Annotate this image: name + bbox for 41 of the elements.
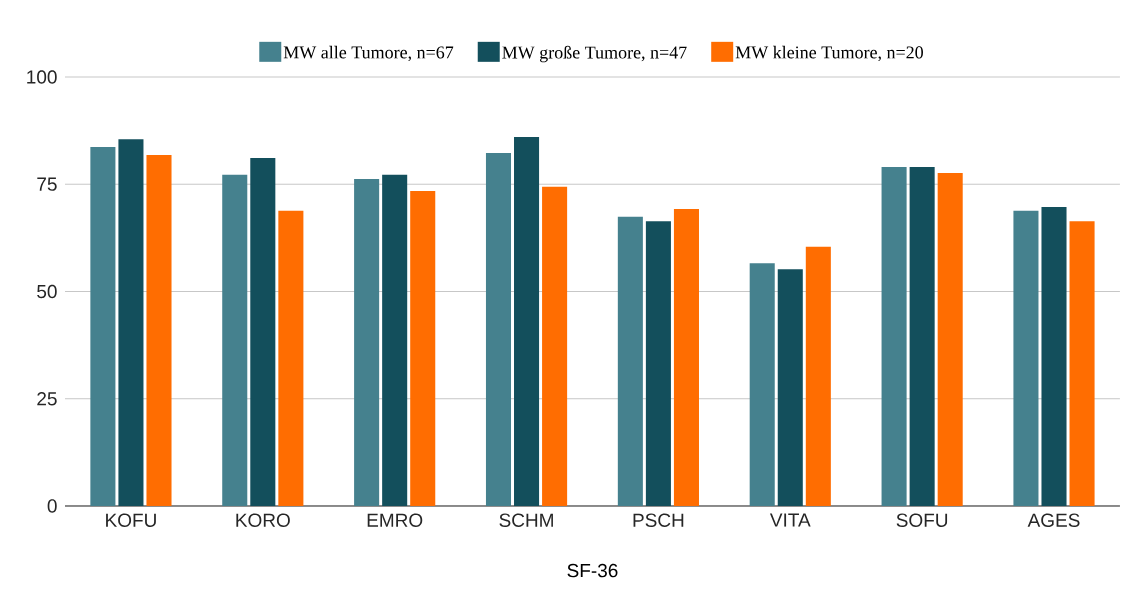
x-tick-label: SCHM	[499, 513, 553, 527]
bar	[542, 186, 568, 506]
bar	[250, 158, 276, 506]
bar	[909, 167, 935, 506]
bar	[673, 209, 699, 506]
y-tick-label: 25	[37, 392, 57, 406]
bar	[90, 146, 116, 506]
bar	[354, 179, 380, 506]
bar	[1069, 221, 1095, 506]
y-tick-label: 100	[27, 70, 57, 84]
bar	[514, 137, 540, 506]
x-tick-label: SOFU	[896, 513, 948, 527]
legend-label: MW große Tumore, n=47	[502, 45, 687, 63]
y-tick-label: 0	[47, 499, 57, 513]
bar	[937, 173, 963, 506]
bar	[146, 155, 172, 506]
legend-label: MW kleine Tumore, n=20	[735, 45, 923, 62]
x-tick-label: KOFU	[106, 513, 156, 527]
bar	[410, 191, 436, 506]
bar	[805, 246, 831, 506]
bar	[881, 167, 907, 506]
bar	[749, 263, 775, 506]
x-tick-label: AGES	[1027, 513, 1080, 527]
bar	[777, 269, 803, 506]
bar	[1013, 210, 1039, 506]
x-tick-label: VITA	[769, 513, 811, 527]
bar	[222, 174, 248, 506]
bar	[278, 210, 304, 506]
bar	[118, 139, 144, 506]
bar	[617, 216, 643, 506]
x-axis-title: SF-36	[567, 563, 618, 578]
legend-label: MW alle Tumore, n=67	[283, 45, 454, 62]
y-tick-label: 50	[37, 284, 57, 299]
bar	[382, 174, 408, 506]
bar	[645, 221, 671, 506]
x-tick-label: EMRO	[367, 513, 423, 527]
x-tick-label: KORO	[236, 513, 290, 527]
bar	[485, 152, 512, 506]
bar	[1041, 206, 1067, 506]
x-tick-label: PSCH	[633, 513, 684, 527]
y-tick-label: 75	[37, 177, 57, 191]
